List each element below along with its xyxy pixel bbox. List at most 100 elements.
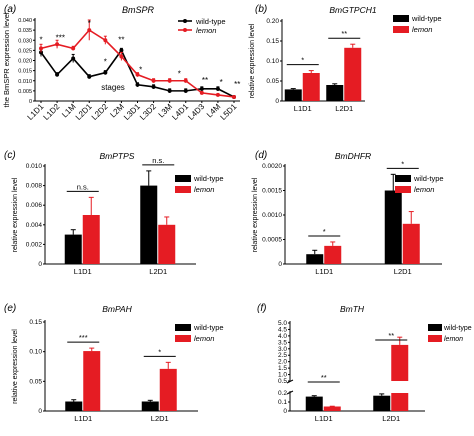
data-point bbox=[71, 46, 76, 51]
significance-mark: * bbox=[104, 58, 107, 67]
data-point bbox=[119, 48, 124, 53]
bar-lemon bbox=[324, 245, 342, 264]
data-point bbox=[135, 82, 140, 87]
x-tick-label: L3D2 bbox=[138, 102, 158, 122]
y-tick-label: 0.2 bbox=[278, 390, 287, 397]
y-tick-label: 1.0 bbox=[278, 372, 287, 379]
data-point bbox=[87, 74, 92, 79]
legend-label: wild-type bbox=[443, 325, 472, 332]
y-tick-label: 0.05 bbox=[29, 378, 42, 385]
legend-swatch-wild-type bbox=[395, 175, 411, 182]
significance-mark: * bbox=[158, 347, 161, 356]
data-point bbox=[167, 88, 172, 93]
y-tick-label: 0.15 bbox=[266, 38, 279, 45]
data-point bbox=[119, 54, 124, 59]
y-tick-label: 3.0 bbox=[278, 346, 287, 353]
y-tick-label: 0.05 bbox=[266, 78, 279, 85]
x-tick-label: L2D1 bbox=[382, 414, 400, 423]
y-tick-label: 0.020 bbox=[18, 59, 32, 65]
significance-mark: * bbox=[301, 56, 304, 65]
y-tick-label: 0 bbox=[29, 99, 32, 105]
x-tick-label: L1D1 bbox=[315, 414, 333, 423]
significance-mark: * bbox=[220, 78, 223, 87]
bar-wild-type bbox=[284, 89, 302, 101]
significance-mark: * bbox=[178, 70, 181, 79]
data-point bbox=[215, 86, 220, 91]
legend-swatch-lemon bbox=[175, 186, 191, 193]
chart-title: BmDHFR bbox=[335, 151, 371, 161]
data-point bbox=[183, 78, 188, 83]
data-point bbox=[167, 78, 172, 83]
significance-mark: ** bbox=[388, 331, 394, 340]
y-tick-label: 0.030 bbox=[18, 38, 32, 44]
x-axis-label: stages bbox=[101, 83, 125, 92]
legend-label: lemon bbox=[194, 185, 214, 194]
x-tick-label: L1D2 bbox=[42, 102, 62, 122]
x-tick-label: L2D2 bbox=[90, 102, 110, 122]
y-axis-label: relative expression level bbox=[12, 177, 19, 252]
data-point bbox=[103, 38, 108, 43]
chart-title: BmGTPCH1 bbox=[329, 5, 377, 15]
bar-lemon bbox=[402, 223, 420, 264]
data-point bbox=[55, 72, 60, 77]
y-tick-label: 2.5 bbox=[278, 352, 287, 359]
bar-lemon-lower bbox=[391, 393, 409, 411]
legend-label: lemon bbox=[414, 185, 434, 194]
bar-lemon bbox=[159, 368, 177, 411]
legend-label: wild-type bbox=[195, 17, 226, 26]
data-point bbox=[199, 90, 204, 95]
legend-label: lemon bbox=[412, 25, 432, 34]
data-point bbox=[71, 56, 76, 61]
legend-marker bbox=[183, 28, 187, 32]
legend-label: wild-type bbox=[193, 323, 224, 332]
bar-wild-type bbox=[306, 254, 324, 264]
y-tick-label: 0.005 bbox=[18, 89, 32, 95]
data-point bbox=[87, 28, 92, 33]
legend-swatch-lemon bbox=[428, 335, 442, 342]
legend-label: wild-type bbox=[193, 174, 224, 183]
bar-wild-type bbox=[326, 85, 344, 101]
panel-label: (e) bbox=[4, 303, 16, 314]
y-tick-label: 0.004 bbox=[26, 222, 43, 229]
y-tick-label: 0.010 bbox=[26, 163, 43, 170]
bar-lemon bbox=[344, 47, 362, 101]
y-tick-label: 0.025 bbox=[18, 48, 32, 54]
significance-mark: * bbox=[39, 35, 42, 44]
data-point bbox=[103, 70, 108, 75]
y-tick-label: 0.0020 bbox=[262, 163, 282, 170]
y-tick-label: 0.10 bbox=[29, 349, 42, 356]
y-tick-label: 2.0 bbox=[278, 359, 287, 366]
legend-label: lemon bbox=[444, 336, 463, 343]
significance-mark: * bbox=[323, 227, 326, 236]
significance-mark: * bbox=[139, 66, 142, 75]
bar-lemon bbox=[158, 224, 176, 264]
significance-mark: ** bbox=[341, 29, 347, 38]
bar-wild-type bbox=[140, 185, 158, 264]
significance-mark: n.s. bbox=[152, 156, 164, 165]
significance-mark: n.s. bbox=[77, 182, 89, 191]
y-axis-label: the BmSPR expression level bbox=[2, 12, 11, 107]
chart-title: BmPAH bbox=[102, 304, 132, 314]
chart-title: BmTH bbox=[340, 304, 365, 314]
x-tick-label: L5D1 bbox=[219, 102, 239, 122]
significance-mark: * bbox=[401, 159, 404, 168]
bar-lemon bbox=[323, 406, 341, 411]
legend-swatch-wild-type bbox=[175, 175, 191, 182]
y-tick-label: 0.006 bbox=[26, 202, 43, 209]
panel-label: (f) bbox=[257, 303, 266, 314]
y-axis-label: relative expression level bbox=[12, 329, 19, 404]
y-tick-label: 0.5 bbox=[278, 378, 287, 385]
data-point bbox=[135, 72, 140, 77]
y-axis-label: relative expression level bbox=[249, 23, 256, 98]
x-tick-label: L3D1 bbox=[122, 102, 142, 122]
data-point bbox=[215, 92, 220, 97]
y-tick-label: 0.1 bbox=[278, 399, 287, 406]
significance-mark: ** bbox=[202, 76, 208, 85]
y-tick-label: 0.20 bbox=[266, 18, 279, 25]
significance-mark: *** bbox=[79, 333, 88, 342]
x-tick-label: L1D1 bbox=[74, 267, 92, 276]
y-tick-label: 3.5 bbox=[278, 339, 287, 346]
y-tick-label: 0.002 bbox=[26, 241, 43, 248]
x-tick-label: L2D1 bbox=[335, 104, 353, 113]
bar-lemon bbox=[83, 351, 101, 411]
